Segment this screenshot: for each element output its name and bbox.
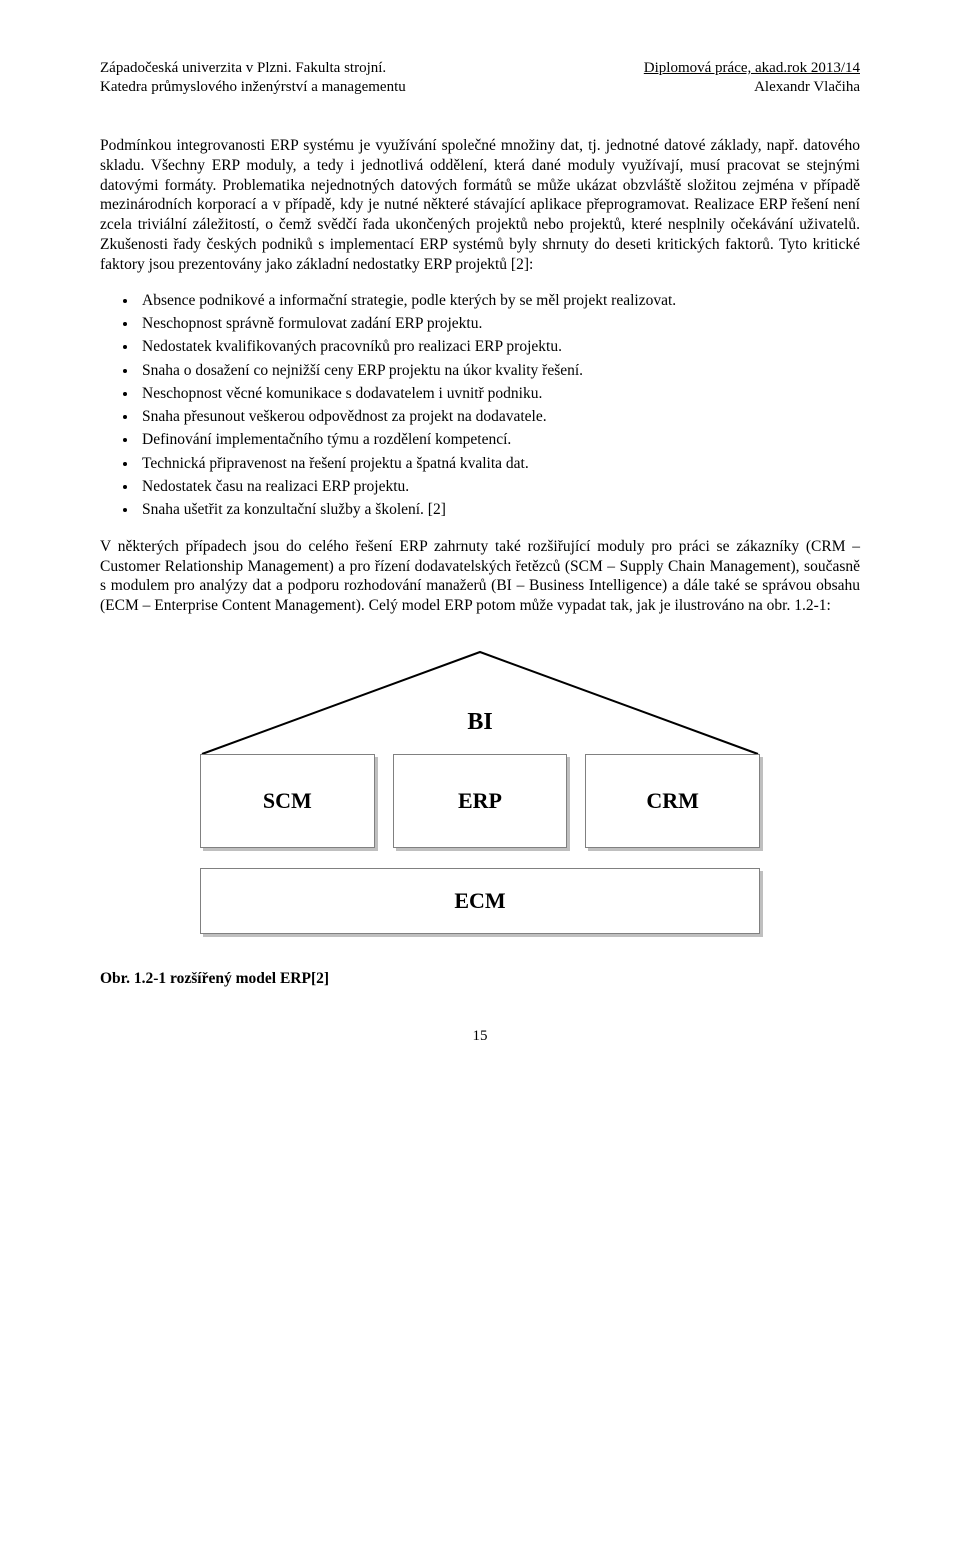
list-item: Absence podnikové a informační strategie… [138, 289, 860, 312]
paragraph-1: Podmínkou integrovanosti ERP systému je … [100, 136, 860, 275]
page-number: 15 [100, 1028, 860, 1045]
scm-box: SCM [200, 754, 375, 848]
roof-icon [200, 646, 760, 756]
figure-caption: Obr. 1.2-1 rozšířený model ERP[2] [100, 970, 860, 988]
list-item: Neschopnost správně formulovat zadání ER… [138, 312, 860, 335]
page: Západočeská univerzita v Plzni. Fakulta … [0, 0, 960, 1105]
erp-box: ERP [393, 754, 568, 848]
header-left-2: Katedra průmyslového inženýrství a manag… [100, 79, 406, 96]
list-item: Nedostatek kvalifikovaných pracovníků pr… [138, 335, 860, 358]
header-row-1: Západočeská univerzita v Plzni. Fakulta … [100, 60, 860, 77]
bullet-list: Absence podnikové a informační strategie… [100, 289, 860, 522]
erp-model-diagram: BI SCM ERP CRM ECM [200, 646, 760, 934]
header-left-1: Západočeská univerzita v Plzni. Fakulta … [100, 60, 386, 77]
list-item: Technická připravenost na řešení projekt… [138, 452, 860, 475]
list-item: Nedostatek času na realizaci ERP projekt… [138, 475, 860, 498]
module-row: SCM ERP CRM [200, 754, 760, 848]
paragraph-2: V některých případech jsou do celého řeš… [100, 537, 860, 616]
list-item: Snaha ušetřit za konzultační služby a šk… [138, 498, 860, 521]
header-right-2: Alexandr Vlačiha [754, 79, 860, 96]
crm-box: CRM [585, 754, 760, 848]
ecm-box: ECM [200, 868, 760, 934]
list-item: Neschopnost věcné komunikace s dodavatel… [138, 382, 860, 405]
header-right-1: Diplomová práce, akad.rok 2013/14 [644, 60, 860, 77]
list-item: Definování implementačního týmu a rozděl… [138, 428, 860, 451]
header-row-2: Katedra průmyslového inženýrství a manag… [100, 79, 860, 96]
list-item: Snaha o dosažení co nejnižší ceny ERP pr… [138, 359, 860, 382]
list-item: Snaha přesunout veškerou odpovědnost za … [138, 405, 860, 428]
